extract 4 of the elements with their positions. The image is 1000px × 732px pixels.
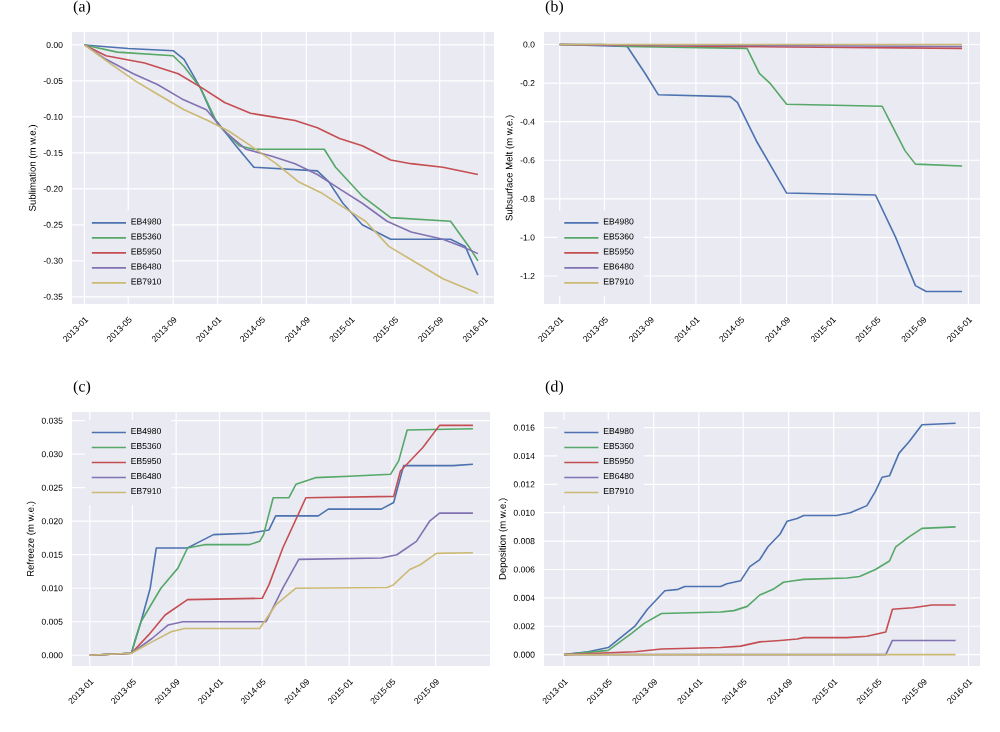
chart-title: (b) — [545, 0, 564, 15]
chart-title: (c) — [73, 380, 91, 395]
chart-title: (a) — [73, 0, 91, 15]
chart-title: (d) — [545, 380, 564, 395]
